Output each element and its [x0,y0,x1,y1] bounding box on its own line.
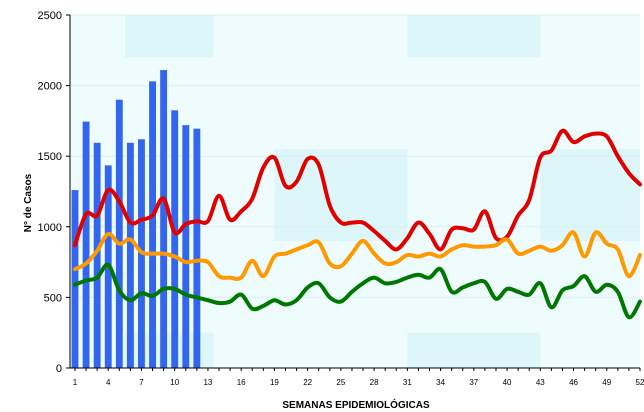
y-tick-labels: 0 500 1000 1500 2000 2500 [38,10,62,375]
x-tick-label: 49 [602,378,611,387]
series-line [73,230,642,281]
x-tick-label: 34 [436,378,445,387]
axes [66,14,641,371]
y-axis-label: N° de Casos [23,173,34,232]
bar [193,128,201,368]
background-block [274,149,408,241]
y-tick-label: 2000 [38,81,62,93]
y-tick-label: 0 [56,363,62,375]
bar [93,142,101,368]
series-line [73,262,642,320]
x-tick-label: 28 [370,378,379,387]
x-tick-label: 19 [270,378,279,387]
bar [115,99,123,368]
bar [149,81,156,368]
bar [182,125,190,368]
x-tick-label: 1 [73,378,78,387]
x-tick-label: 37 [469,378,478,387]
y-tick-label: 2500 [38,10,62,22]
bar [71,190,79,368]
line-series [73,128,642,320]
x-tick-label: 31 [403,378,412,387]
x-tick-labels: 1 4 7 10 13 16 19 22 25 28 31 34 37 40 43 46 49 52 [73,378,644,387]
x-tick-label: 22 [303,378,312,387]
bar [171,110,179,368]
x-tick-label: 46 [569,378,578,387]
x-tick-label: 7 [139,378,144,387]
x-tick-label: 4 [106,378,111,387]
x-tick-label: 25 [336,378,345,387]
x-tick-label: 10 [170,378,179,387]
series-line [73,128,642,252]
x-tick-label: 40 [503,378,512,387]
x-tick-label: 43 [536,378,545,387]
y-tick-label: 1000 [38,222,62,234]
y-tick-label: 1500 [38,151,62,163]
y-tick-label: 500 [44,292,62,304]
bar [160,70,168,369]
background-block [407,15,541,58]
x-tick-label: 52 [636,378,644,387]
bar [82,121,90,368]
x-tick-label: 13 [203,378,212,387]
bar [126,142,134,368]
background-block [124,15,214,58]
x-axis-label: SEMANAS EPIDEMIOLÓGICAS [282,398,430,411]
x-tick-label: 16 [237,378,246,387]
background-block [407,332,541,368]
